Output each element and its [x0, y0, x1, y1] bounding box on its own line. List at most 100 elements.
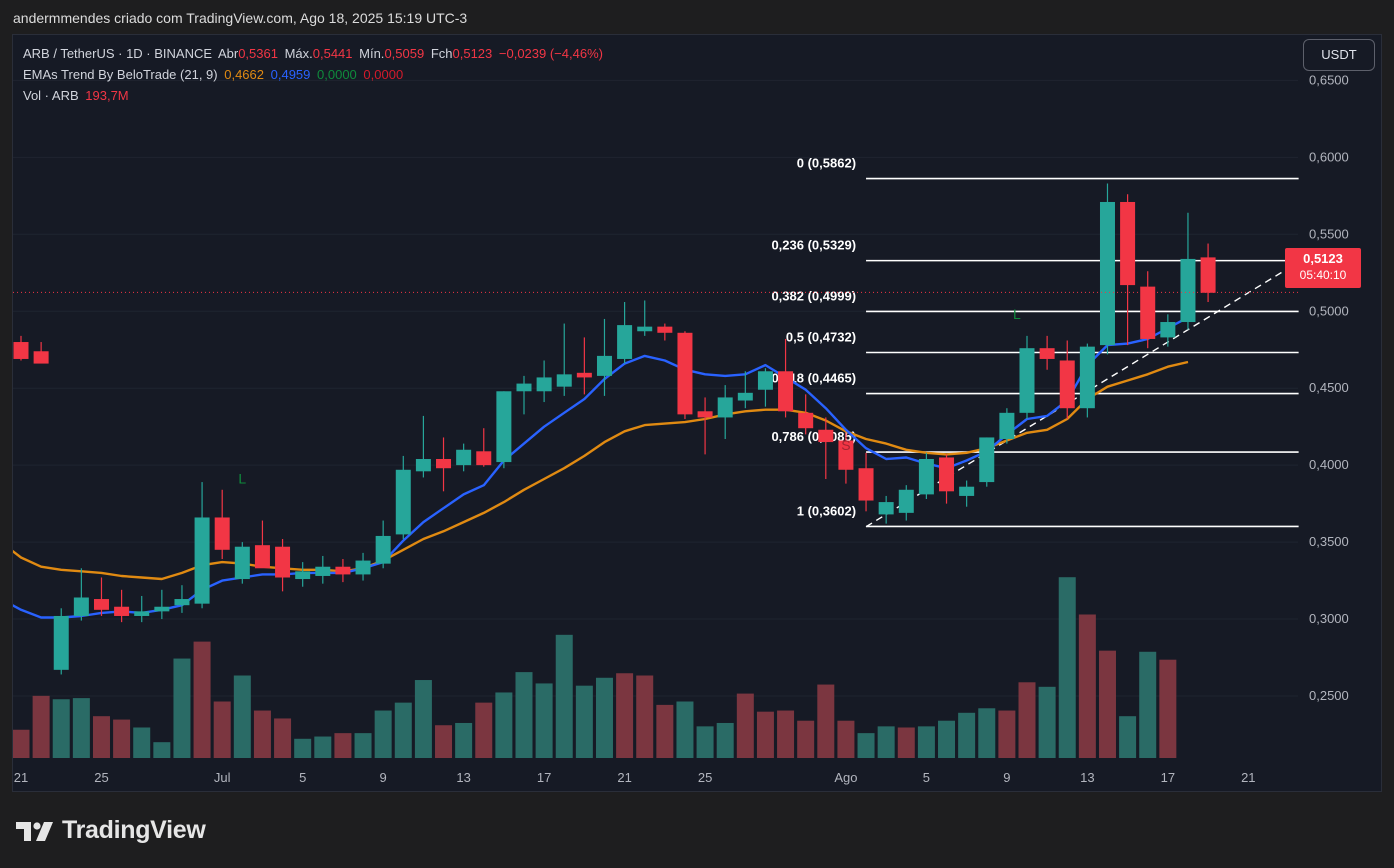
close-label: Fch — [430, 46, 453, 61]
candle-body — [576, 372, 592, 378]
x-axis-tick-label: 9 — [380, 770, 387, 785]
fib-level-label: 0,786 (0,4085) — [771, 429, 856, 444]
volume-bar — [274, 718, 292, 758]
brand-name: TradingView — [62, 816, 206, 844]
candle-body — [1200, 257, 1216, 293]
candle-body — [335, 566, 351, 575]
volume-bar — [354, 733, 372, 758]
fib-level-label: 0,382 (0,4999) — [771, 288, 856, 303]
candle-body — [596, 355, 612, 376]
tradingview-brand[interactable]: TradingView — [16, 816, 206, 845]
volume-bar — [636, 675, 654, 758]
ema-indicator-label[interactable]: EMAs Trend By BeloTrade (21, 9) — [23, 67, 218, 82]
volume-bar — [294, 738, 312, 758]
candle-body — [476, 451, 492, 466]
signal-label: L — [1013, 306, 1021, 322]
bar-countdown: 05:40:10 — [1299, 268, 1347, 282]
candle-body — [778, 371, 794, 412]
volume-bar — [253, 710, 271, 758]
volume-bar — [595, 677, 613, 758]
candle-body — [1180, 258, 1196, 323]
volume-bar — [475, 702, 493, 758]
volume-bar — [72, 698, 90, 758]
candle-body — [737, 392, 753, 401]
volume-bar — [213, 701, 231, 758]
volume-bar — [13, 729, 30, 758]
legend-volume-line: Vol · ARB 193,7M — [23, 88, 132, 103]
volume-bar — [374, 710, 392, 758]
x-axis-tick-label: 9 — [1003, 770, 1010, 785]
candle-body — [73, 597, 89, 616]
open-label: Abr — [217, 46, 239, 61]
volume-bar — [777, 710, 795, 758]
volume-bar — [394, 702, 412, 758]
y-axis-tick-label: 0,5000 — [1309, 303, 1349, 318]
y-axis-tick-label: 0,5500 — [1309, 226, 1349, 241]
volume-bar — [113, 719, 131, 758]
low-value: 0,5059 — [384, 46, 425, 61]
ema-value-2: 0,4959 — [270, 67, 311, 82]
candle-body — [174, 599, 190, 606]
signal-label: S — [841, 437, 850, 453]
candle-body — [496, 391, 512, 463]
low-label: Mín. — [359, 46, 385, 61]
y-axis-tick-label: 0,3000 — [1309, 611, 1349, 626]
candle-body — [1019, 348, 1035, 413]
fib-level-label: 0 (0,5862) — [797, 156, 856, 171]
y-axis-tick-label: 0,6000 — [1309, 149, 1349, 164]
candle-body — [134, 611, 150, 616]
volume-bar — [938, 720, 956, 758]
volume-bar — [958, 712, 976, 758]
candle-body — [194, 517, 210, 604]
volume-bar — [817, 684, 835, 758]
candle-body — [395, 469, 411, 535]
candle-body — [858, 468, 874, 501]
volume-bar — [52, 699, 70, 758]
volume-bar — [1078, 614, 1096, 758]
volume-bar — [455, 722, 473, 758]
chart-panel[interactable]: 0 (0,5862) 0,236 (0,5329) 0,382 (0,4999) 0,… — [12, 34, 1382, 792]
volume-bar — [575, 685, 593, 758]
volume-bar — [535, 683, 553, 758]
candle-body — [456, 449, 472, 466]
candle-body — [757, 371, 773, 390]
volume-bar — [334, 733, 352, 758]
candle-body — [979, 437, 995, 483]
fib-level-label: 0,5 (0,4732) — [786, 329, 856, 344]
volume-bar — [414, 680, 432, 758]
price-chart[interactable]: 0 (0,5862) 0,236 (0,5329) 0,382 (0,4999) 0,… — [13, 35, 1381, 791]
volume-bar — [173, 658, 191, 758]
candle-body — [254, 545, 270, 569]
high-value: 0,5441 — [312, 46, 353, 61]
x-axis-tick-label: 5 — [923, 770, 930, 785]
candle-body — [999, 412, 1015, 439]
volume-bar — [616, 673, 634, 758]
candle-body — [617, 325, 633, 359]
symbol-label[interactable]: ARB / TetherUS · 1D · BINANCE — [23, 46, 213, 61]
volume-bar — [656, 704, 674, 758]
signal-label: L — [238, 471, 246, 487]
last-price-value: 0,5123 — [1303, 251, 1343, 266]
candle-body — [637, 326, 653, 332]
candle-body — [536, 377, 552, 392]
volume-bar — [133, 727, 151, 758]
volume-bar — [233, 675, 251, 758]
candle-body — [516, 383, 532, 392]
currency-button[interactable]: USDT — [1303, 39, 1375, 71]
candle-body — [918, 458, 934, 495]
candle-body — [275, 546, 291, 578]
volume-label[interactable]: Vol · ARB — [23, 88, 79, 103]
candle-body — [214, 517, 230, 550]
volume-bar — [1139, 651, 1157, 758]
candle-body — [295, 571, 311, 580]
volume-bar — [797, 720, 815, 758]
volume-value: 193,7M — [85, 88, 129, 103]
x-axis-tick-label: 21 — [14, 770, 28, 785]
volume-bar — [837, 720, 855, 758]
close-value: 0,5123 — [452, 46, 493, 61]
candle-body — [415, 458, 431, 472]
legend-ema-line: EMAs Trend By BeloTrade (21, 9) 0,4662 0… — [23, 67, 406, 82]
volume-bar — [1159, 659, 1177, 758]
candle-body — [1099, 201, 1115, 346]
candle-body — [1160, 322, 1176, 338]
